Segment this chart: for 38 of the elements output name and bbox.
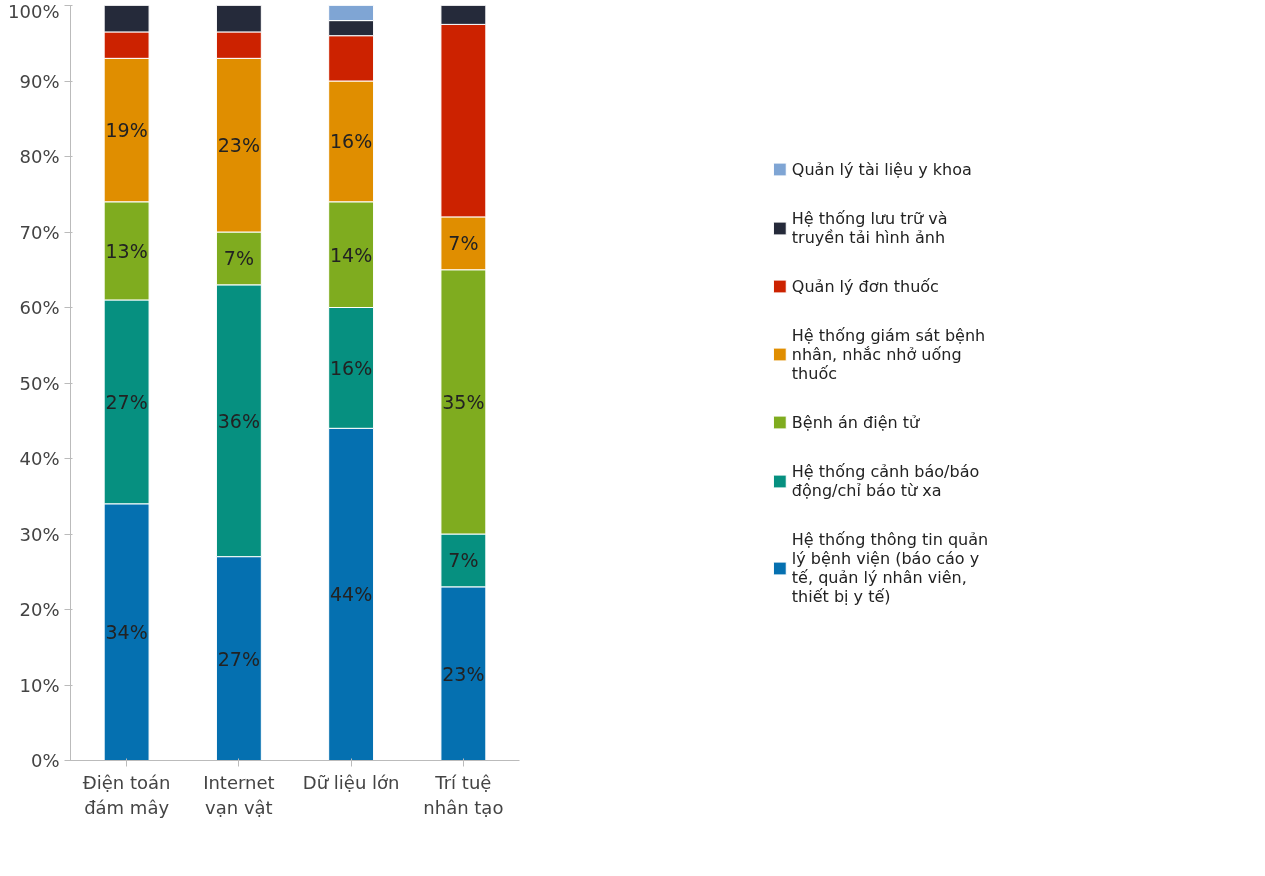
legend-label: Quản lý đơn thuốc xyxy=(791,276,939,296)
y-tick-label: 40% xyxy=(19,448,60,469)
data-label: 14% xyxy=(330,243,373,266)
data-label: 19% xyxy=(105,119,148,142)
data-label: 16% xyxy=(330,356,373,379)
legend-label: Bệnh án điện tử xyxy=(791,412,920,432)
y-tick-label: 20% xyxy=(19,599,60,620)
legend-label: Hệ thống cảnh báo/báo động/chỉ báo từ xa xyxy=(791,461,980,500)
y-tick-label: 30% xyxy=(19,523,60,545)
y-tick-label: 60% xyxy=(19,297,60,318)
x-tick-label: Dữ liệu lớn xyxy=(302,771,400,793)
y-tick-label: 10% xyxy=(19,674,60,696)
data-label: 7% xyxy=(448,549,479,572)
data-label: 23% xyxy=(442,662,485,685)
data-label: 23% xyxy=(217,134,260,157)
x-tick-label: Điện toán đám mây xyxy=(82,771,171,818)
y-tick-label: 50% xyxy=(19,372,60,394)
legend-label: Hệ thống giám sát bệnh nhân, nhắc nhở uống thuốc xyxy=(791,325,986,383)
data-label: 44% xyxy=(330,583,373,606)
legend-label: Hệ thống lưu trữ và truyền tải hình ảnh xyxy=(791,208,948,247)
data-label: 16% xyxy=(330,130,373,153)
x-tick-label: Internet vạn vật xyxy=(203,771,275,818)
data-label: 27% xyxy=(105,390,148,413)
data-label: 7% xyxy=(223,247,254,270)
y-tick-label: 70% xyxy=(19,221,60,243)
data-label: 36% xyxy=(217,409,260,432)
y-tick-label: 80% xyxy=(19,146,60,167)
x-tick-label: Trí tuệ nhân tạo xyxy=(423,771,504,818)
data-label: 35% xyxy=(442,390,485,413)
data-label: 27% xyxy=(217,647,260,670)
data-label: 13% xyxy=(105,239,148,262)
y-tick-label: 0% xyxy=(30,750,60,771)
data-label: 34% xyxy=(105,621,148,644)
legend-label: Hệ thống thông tin quản lý bệnh viện (báo cáo y tế, quản lý nhân viên, thiết bị y tế) xyxy=(791,529,989,606)
data-label: 7% xyxy=(448,232,479,255)
y-tick-label: 100% xyxy=(8,0,60,22)
y-tick-label: 90% xyxy=(19,70,60,92)
legend-label: Quản lý tài liệu y khoa xyxy=(791,159,972,179)
